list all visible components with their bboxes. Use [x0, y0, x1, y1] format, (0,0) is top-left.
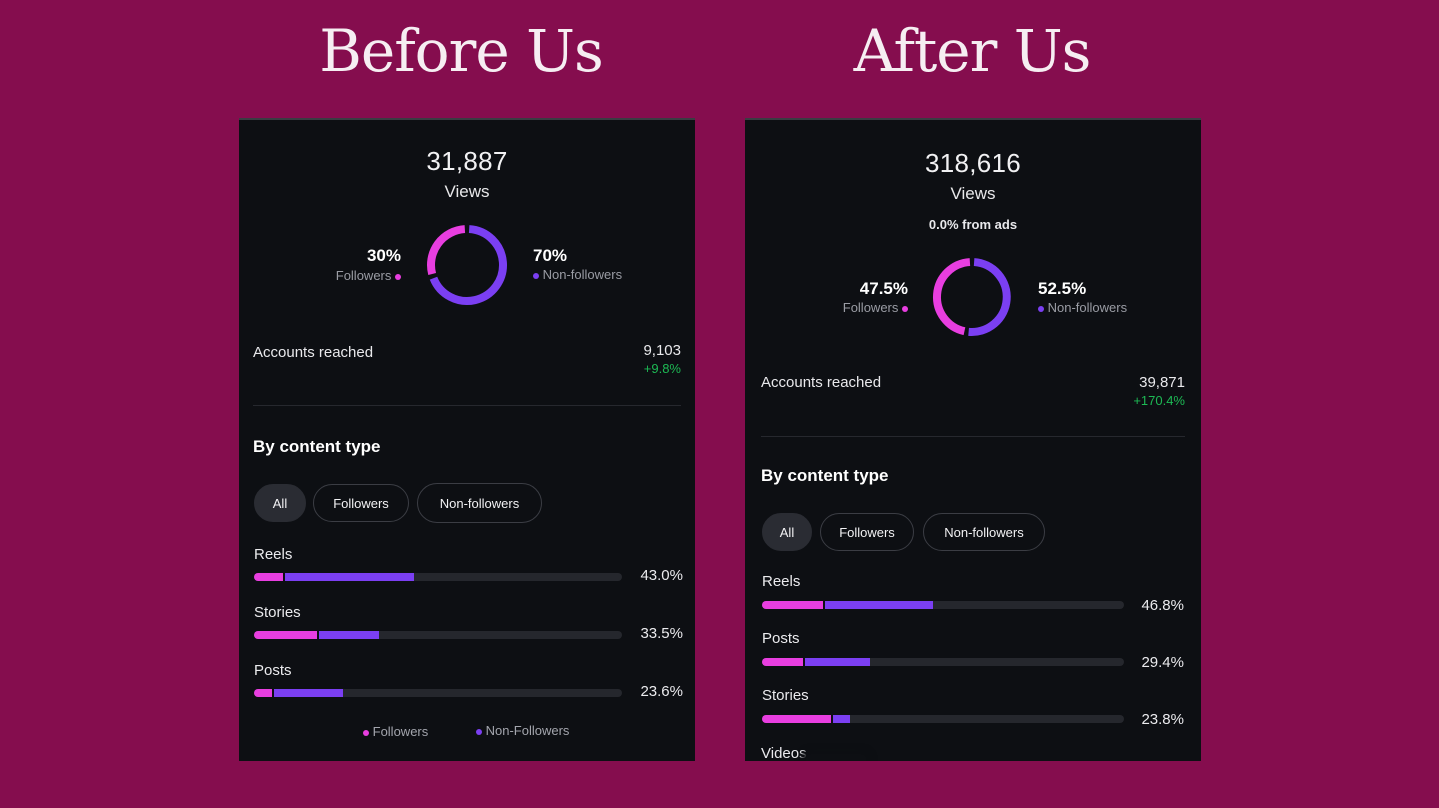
partial-row-label: Videos: [761, 745, 807, 761]
bar-followers-segment: [762, 658, 804, 666]
nonfollowers-percent: 52.5%: [1038, 279, 1087, 298]
nonfollowers-legend: Non-followers: [1038, 300, 1127, 315]
bar-nonfollowers-segment: [318, 631, 380, 639]
content-row-label: Stories: [254, 604, 301, 621]
content-row-value: 46.8%: [1141, 597, 1184, 614]
section-title: By content type: [761, 466, 889, 485]
divider: [761, 436, 1185, 437]
pill-followers[interactable]: Followers: [820, 513, 914, 551]
pill-all[interactable]: All: [762, 513, 812, 551]
section-title: By content type: [253, 437, 381, 456]
donut-chart: [932, 258, 1011, 336]
donut-nonfollowers-arc: [429, 225, 507, 305]
bar-followers-segment: [254, 631, 317, 639]
accounts-reached-change: +170.4%: [1133, 393, 1185, 408]
pill-all[interactable]: All: [254, 484, 306, 522]
donut-chart: [427, 225, 507, 305]
bar-nonfollowers-segment: [274, 689, 343, 697]
content-row-bar: [762, 601, 1124, 609]
accounts-reached-change: +9.8%: [643, 361, 681, 376]
legend-followers: Followers: [363, 724, 428, 739]
content-row-label: Reels: [762, 573, 801, 590]
legend-followers-dot-icon: [363, 729, 369, 736]
ads-note: 0.0% from ads: [928, 217, 1018, 232]
nonfollowers-dot-icon: [1038, 305, 1044, 312]
after-panel: 318,616 Views 0.0% from ads 47.5% Follow…: [745, 118, 1201, 761]
donut-followers-arc: [427, 225, 466, 276]
nonfollowers-label: Non-followers: [1047, 300, 1128, 315]
content-row-label: Posts: [254, 662, 292, 679]
accounts-reached-value: 9,103: [643, 342, 681, 359]
content-row-value: 23.8%: [1141, 711, 1184, 728]
accounts-reached-label: Accounts reached: [253, 344, 374, 361]
content-row-bar: [254, 631, 622, 639]
accounts-reached-value: 39,871: [1139, 374, 1185, 391]
bar-nonfollowers-segment: [285, 573, 415, 581]
nonfollowers-label: Non-followers: [542, 267, 623, 282]
bar-gap: [283, 573, 286, 581]
before-panel: 31,887 Views 30% Followers 70% Non-follo…: [239, 118, 695, 761]
followers-dot-icon: [395, 273, 401, 280]
redaction-blur: [805, 754, 867, 761]
legend-nonfollowers: Non-Followers: [476, 723, 569, 738]
followers-dot-icon: [902, 305, 908, 312]
content-row-bar: [254, 689, 622, 697]
bar-gap: [803, 658, 806, 666]
content-row-label: Reels: [254, 546, 293, 563]
bar-nonfollowers-segment: [824, 601, 934, 609]
views-label: Views: [950, 184, 996, 203]
legend-nonfollowers-label: Non-Followers: [485, 723, 570, 738]
bar-followers-segment: [762, 601, 823, 609]
content-row-label: Posts: [762, 630, 800, 647]
divider: [253, 405, 681, 406]
followers-label: Followers: [842, 300, 899, 315]
followers-legend: Followers: [336, 268, 401, 283]
content-row-bar: [762, 658, 1124, 666]
content-row-label: Stories: [762, 687, 809, 704]
pill-nonfollowers[interactable]: Non-followers: [417, 483, 542, 523]
content-row-bar: [762, 715, 1124, 723]
nonfollowers-legend: Non-followers: [533, 267, 622, 282]
donut-nonfollowers-arc: [968, 258, 1011, 336]
nonfollowers-dot-icon: [533, 272, 539, 279]
content-row-bar: [254, 573, 622, 581]
followers-label: Followers: [335, 268, 392, 283]
legend-followers-label: Followers: [372, 724, 429, 739]
before-heading: Before Us: [319, 17, 603, 85]
bar-gap: [316, 631, 319, 639]
bar-followers-segment: [254, 689, 273, 697]
after-heading: After Us: [853, 17, 1092, 85]
bar-gap: [272, 689, 275, 697]
accounts-reached-label: Accounts reached: [761, 374, 882, 391]
bar-nonfollowers-segment: [805, 658, 871, 666]
content-row-value: 29.4%: [1141, 654, 1184, 671]
views-count: 31,887: [426, 146, 508, 176]
bar-gap: [822, 601, 825, 609]
donut-followers-arc: [932, 258, 971, 336]
pill-nonfollowers[interactable]: Non-followers: [923, 513, 1045, 551]
views-count: 318,616: [924, 148, 1022, 178]
legend-nonfollowers-dot-icon: [476, 728, 482, 735]
nonfollowers-percent: 70%: [533, 246, 568, 265]
followers-legend: Followers: [843, 300, 908, 315]
pill-followers[interactable]: Followers: [313, 484, 409, 522]
content-row-value: 33.5%: [640, 625, 683, 642]
bar-gap: [830, 715, 833, 723]
followers-percent: 47.5%: [859, 279, 908, 298]
bar-followers-segment: [254, 573, 284, 581]
bar-followers-segment: [762, 715, 831, 723]
followers-percent: 30%: [366, 246, 401, 265]
bar-nonfollowers-segment: [832, 715, 851, 723]
content-row-value: 43.0%: [640, 567, 683, 584]
content-row-value: 23.6%: [640, 683, 683, 700]
views-label: Views: [444, 182, 490, 201]
